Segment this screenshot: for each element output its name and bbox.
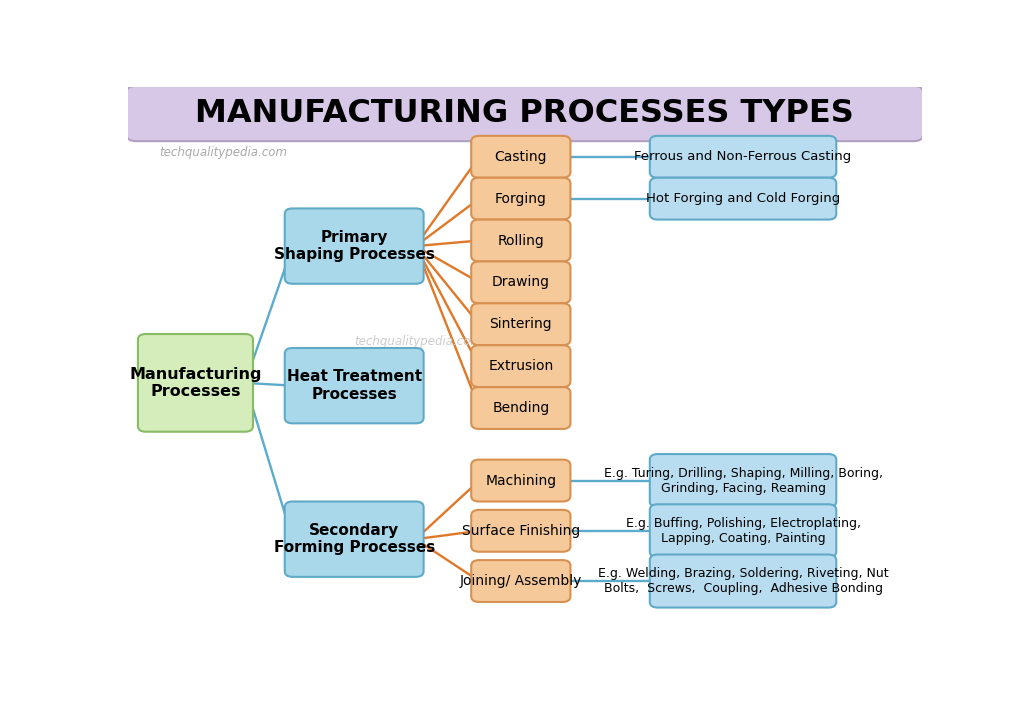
FancyBboxPatch shape [471, 178, 570, 220]
Text: MANUFACTURING PROCESSES TYPES: MANUFACTURING PROCESSES TYPES [196, 99, 854, 129]
FancyBboxPatch shape [471, 460, 570, 502]
FancyBboxPatch shape [650, 136, 837, 178]
Text: Ferrous and Non-Ferrous Casting: Ferrous and Non-Ferrous Casting [635, 150, 852, 163]
Text: Primary
Shaping Processes: Primary Shaping Processes [273, 230, 434, 262]
FancyBboxPatch shape [471, 303, 570, 345]
Text: E.g. Welding, Brazing, Soldering, Riveting, Nut
Bolts,  Screws,  Coupling,  Adhe: E.g. Welding, Brazing, Soldering, Riveti… [598, 567, 889, 595]
Text: Machining: Machining [485, 473, 556, 488]
FancyBboxPatch shape [285, 348, 424, 423]
FancyBboxPatch shape [285, 208, 424, 283]
Text: Surface Finishing: Surface Finishing [462, 523, 580, 538]
Text: E.g. Turing, Drilling, Shaping, Milling, Boring,
Grinding, Facing, Reaming: E.g. Turing, Drilling, Shaping, Milling,… [603, 467, 883, 494]
Text: techqualitypedia.com: techqualitypedia.com [354, 336, 482, 349]
Text: Hot Forging and Cold Forging: Hot Forging and Cold Forging [646, 192, 840, 205]
Text: Secondary
Forming Processes: Secondary Forming Processes [273, 523, 435, 555]
FancyBboxPatch shape [650, 454, 837, 507]
FancyBboxPatch shape [285, 502, 424, 577]
FancyBboxPatch shape [471, 262, 570, 303]
FancyBboxPatch shape [471, 560, 570, 602]
Text: Extrusion: Extrusion [488, 359, 553, 373]
FancyBboxPatch shape [471, 510, 570, 552]
Text: techqualitypedia.com: techqualitypedia.com [160, 146, 288, 159]
Text: Manufacturing
Processes: Manufacturing Processes [129, 367, 262, 399]
Text: Casting: Casting [495, 150, 547, 164]
Text: E.g. Buffing, Polishing, Electroplating,
Lapping, Coating, Painting: E.g. Buffing, Polishing, Electroplating,… [626, 517, 860, 544]
FancyBboxPatch shape [650, 505, 837, 558]
FancyBboxPatch shape [650, 555, 837, 608]
FancyBboxPatch shape [138, 334, 253, 431]
FancyBboxPatch shape [650, 178, 837, 220]
FancyBboxPatch shape [126, 86, 924, 141]
Text: Rolling: Rolling [498, 233, 544, 247]
Text: Forging: Forging [495, 191, 547, 206]
FancyBboxPatch shape [471, 136, 570, 178]
FancyBboxPatch shape [471, 345, 570, 387]
FancyBboxPatch shape [471, 220, 570, 262]
Text: Joining/ Assembly: Joining/ Assembly [460, 574, 582, 588]
Text: Drawing: Drawing [492, 276, 550, 289]
Text: Sintering: Sintering [489, 318, 552, 331]
Text: Heat Treatment
Processes: Heat Treatment Processes [287, 370, 422, 402]
FancyBboxPatch shape [471, 387, 570, 429]
Text: Bending: Bending [493, 401, 550, 415]
